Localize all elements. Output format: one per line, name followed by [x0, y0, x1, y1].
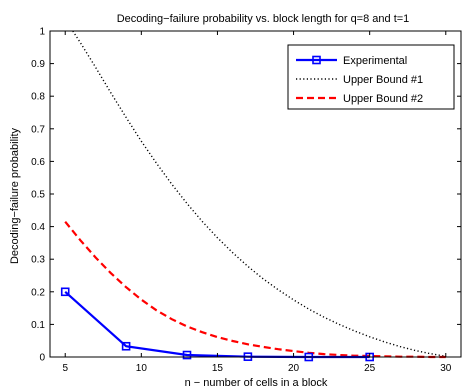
y-tick-label: 0.2 [31, 287, 45, 298]
legend-label-2: Upper Bound #2 [343, 93, 423, 105]
x-tick-label: 25 [364, 363, 376, 374]
legend-box [287, 44, 455, 110]
y-tick-label: 0.1 [31, 320, 45, 331]
y-tick-label: 0.5 [31, 190, 45, 201]
series-line-0 [64, 290, 370, 359]
series-line-2 [64, 221, 446, 359]
y-tick-label: 0.7 [31, 124, 45, 135]
legend-items: Experimental Upper Bound #1 Upper Bound #2 [296, 55, 423, 105]
y-tick-label: 0.9 [31, 59, 45, 70]
x-tick-label: 15 [212, 363, 224, 374]
chart-title: Decoding−failure probability vs. block l… [117, 13, 410, 25]
x-tick-label: 30 [440, 363, 452, 374]
legend-label-0: Experimental [343, 55, 407, 67]
y-tick-label: 0.8 [31, 92, 45, 103]
x-tick-label: 10 [136, 363, 148, 374]
y-tick-label: 1 [39, 27, 45, 38]
data-point-marker [182, 350, 192, 360]
x-axis-label: n − number of cells in a block [185, 377, 328, 389]
x-tick-label: 5 [62, 363, 68, 374]
legend-label-1: Upper Bound #1 [343, 74, 423, 86]
axis-ticks: 5 10 15 20 25 30 0 0.1 0.2 0.3 0.4 0.5 0.6 0.7 0.8 0.9 1 [31, 27, 461, 374]
y-tick-label: 0.6 [31, 157, 45, 168]
y-axis-label: Decoding−failure probability [9, 127, 21, 264]
legend: Experimental Upper Bound #1 Upper Bound #2 [287, 44, 455, 110]
y-tick-label: 0.3 [31, 255, 45, 266]
x-tick-label: 20 [288, 363, 300, 374]
legend-marker [312, 55, 321, 65]
data-point-marker [60, 287, 70, 297]
y-tick-label: 0.4 [31, 222, 45, 233]
y-tick-label: 0 [39, 353, 45, 364]
data-point-marker [121, 341, 131, 351]
